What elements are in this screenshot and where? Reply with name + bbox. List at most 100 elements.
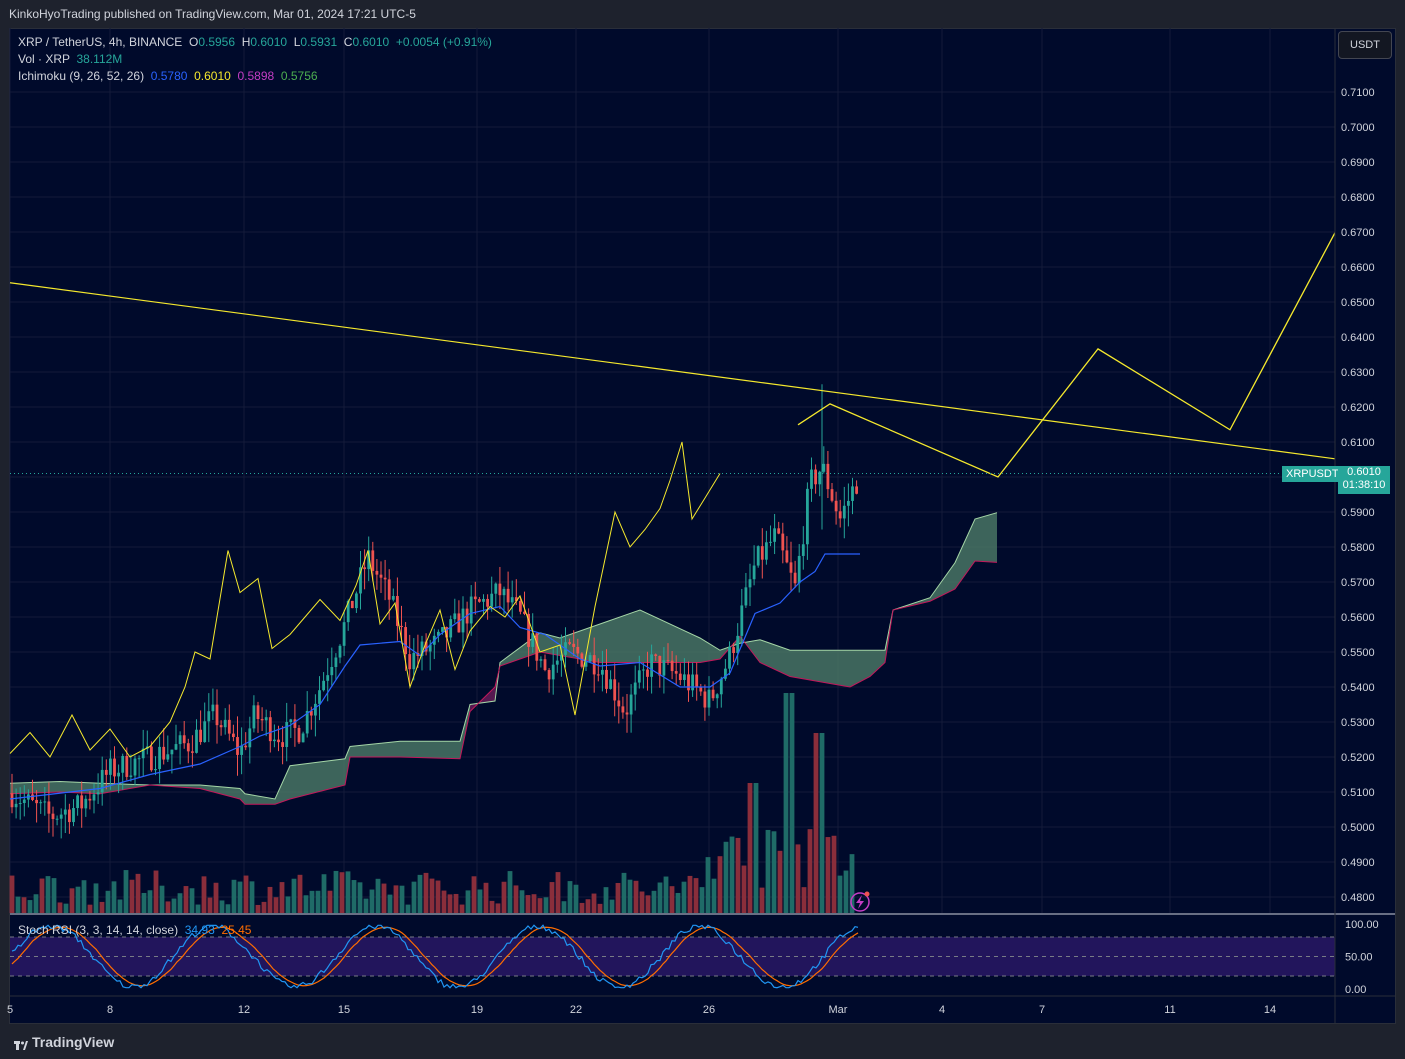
volume-bar <box>111 881 117 913</box>
candle-body <box>592 655 596 675</box>
candle-body <box>412 652 416 670</box>
candle-body <box>236 737 239 755</box>
volume-bar <box>813 733 819 913</box>
volume-bar <box>381 883 387 913</box>
ichimoku-cloud-segment <box>975 512 997 563</box>
volume-bar <box>309 890 315 913</box>
volume-bar <box>321 874 327 913</box>
volume-bar <box>141 892 147 913</box>
candle-body <box>121 755 125 773</box>
volume-bar <box>51 878 57 913</box>
volume-bar <box>621 872 627 913</box>
volume-bar <box>699 887 705 913</box>
stoch-axis-label: 0.00 <box>1345 984 1366 996</box>
volume-bar <box>489 900 495 913</box>
candle-body <box>531 633 535 647</box>
candle-body <box>400 625 403 628</box>
candle-body <box>309 710 313 716</box>
candle-body <box>674 671 678 674</box>
price-axis-label: 0.6700 <box>1341 227 1375 239</box>
time-axis-label: 12 <box>238 1004 250 1016</box>
candle-body <box>588 655 592 662</box>
candle-body <box>437 631 440 636</box>
candle-body <box>596 674 600 676</box>
volume-bar <box>675 892 681 913</box>
candle-body <box>133 758 137 776</box>
candle-body <box>355 593 358 609</box>
candle-body <box>371 550 375 571</box>
time-axis-label: 5 <box>7 1004 13 1016</box>
time-axis-label: 14 <box>1264 1004 1276 1016</box>
candle-body <box>740 605 744 636</box>
candle-body <box>18 803 22 805</box>
time-axis-label: 22 <box>570 1004 582 1016</box>
volume-bar <box>741 865 747 913</box>
price-axis-label: 0.5500 <box>1341 647 1375 659</box>
ichimoku-label[interactable]: Ichimoku (9, 26, 52, 26) <box>18 69 145 83</box>
candle-body <box>769 541 772 543</box>
price-axis-label: 0.6600 <box>1341 262 1375 274</box>
ichimoku-conversion-value: 0.5780 <box>150 69 188 83</box>
candle-body <box>510 597 514 603</box>
volume-bar <box>333 870 339 913</box>
price-axis-label: 0.5600 <box>1341 612 1375 624</box>
tradingview-logo-icon <box>14 1036 28 1051</box>
high-value: 0.6010 <box>250 35 288 49</box>
candle-body <box>391 596 395 600</box>
low-label: L <box>293 35 301 49</box>
ichimoku-lead1-value: 0.5898 <box>237 69 275 83</box>
candle-body <box>289 719 293 723</box>
volume-legend: Vol · XRP 38.112M <box>18 51 122 68</box>
projection-path[interactable] <box>797 232 1336 478</box>
ichimoku-cloud-segment <box>60 781 100 794</box>
stoch-label[interactable]: Stoch RSI (3, 3, 14, 14, close) <box>18 923 179 937</box>
volume-bar <box>405 904 411 913</box>
volume-bar <box>681 881 687 913</box>
currency-button[interactable]: USDT <box>1338 31 1392 59</box>
candle-body <box>125 755 129 777</box>
ichimoku-cloud-segment <box>870 650 885 677</box>
candle-body <box>232 733 235 738</box>
price-axis-label: 0.7100 <box>1341 87 1375 99</box>
volume-bar <box>243 875 249 913</box>
chart-frame[interactable] <box>9 28 1396 1024</box>
candle-body <box>166 754 170 760</box>
candle-body <box>732 647 735 653</box>
volume-bar <box>555 872 561 913</box>
lightning-alert-icon[interactable] <box>850 892 870 912</box>
volume-bar <box>315 890 321 913</box>
candle-body <box>137 758 141 760</box>
candle-body <box>855 486 858 494</box>
candle-body <box>543 659 547 671</box>
candle-body <box>691 674 694 691</box>
ichimoku-cloud-segment <box>290 758 345 799</box>
candle-body <box>801 544 805 556</box>
candle-body <box>297 727 301 743</box>
volume-bar <box>717 856 723 913</box>
volume-bar <box>609 899 615 913</box>
volume-bar <box>285 896 291 913</box>
candle-body <box>100 769 104 793</box>
candle-body <box>293 719 297 728</box>
volume-label[interactable]: Vol · XRP <box>18 52 70 66</box>
volume-bar <box>303 895 309 913</box>
tradingview-brand[interactable]: TradingView <box>14 1031 114 1053</box>
change-value: +0.0054 (+0.91%) <box>395 35 492 49</box>
volume-bar <box>345 871 351 913</box>
volume-bar <box>429 878 435 913</box>
candle-body <box>797 555 801 584</box>
candle-body <box>773 528 776 542</box>
volume-bar <box>261 901 267 913</box>
candle-body <box>63 809 67 815</box>
symbol-title[interactable]: XRP / TetherUS, 4h, BINANCE <box>18 35 183 49</box>
close-value: 0.6010 <box>352 35 390 49</box>
candle-body <box>830 489 834 501</box>
volume-bar <box>651 890 657 913</box>
candle-body <box>113 758 116 777</box>
descending-trendline <box>9 282 1336 460</box>
candle-body <box>818 471 822 485</box>
candle-body <box>506 588 510 603</box>
candle-body <box>14 803 18 808</box>
ichimoku-cloud-segment <box>850 650 870 687</box>
